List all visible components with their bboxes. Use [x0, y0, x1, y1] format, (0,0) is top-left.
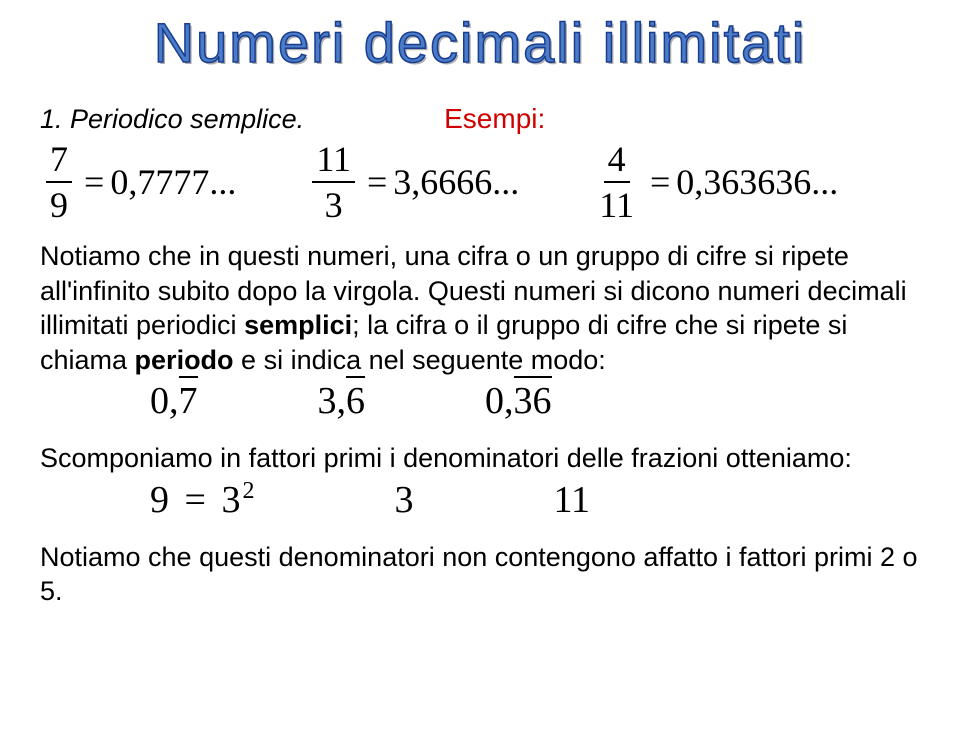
factor-1-base: 9 [150, 479, 169, 521]
notation-3-period: 36 [514, 379, 552, 423]
fraction-2-value: 3,6666... [393, 161, 519, 203]
title-word-1: Numeri [154, 11, 346, 74]
notation-3-prefix: 0, [485, 379, 514, 423]
factorization-2: 3 [394, 478, 413, 522]
fraction-3: 4 11 [595, 141, 638, 223]
notation-row: 0,7 3,6 0,36 [150, 379, 920, 423]
fraction-expr-1: 7 9 = 0,7777... [40, 141, 236, 223]
notation-3: 0,36 [485, 379, 552, 423]
notation-1-prefix: 0, [150, 379, 179, 423]
slide-page: Numeri decimali illimitati 1. Periodico … [0, 0, 960, 729]
para1-part5: e si indica nel seguente modo: [234, 345, 606, 375]
title-word-2: decimali [364, 11, 585, 74]
equals-icon: = [185, 479, 206, 521]
paragraph-2: Scomponiamo in fattori primi i denominat… [40, 441, 920, 476]
section-heading: 1. Periodico semplice. [40, 104, 304, 135]
fractions-row: 7 9 = 0,7777... 11 3 = 3,6666... 4 11 = … [40, 141, 920, 223]
factorization-3: 11 [553, 478, 590, 522]
fraction-1-num: 7 [46, 141, 72, 183]
factorization-row: 9 = 32 3 11 [150, 478, 920, 522]
section-heading-row: 1. Periodico semplice. Esempi: [40, 103, 920, 135]
page-title: Numeri decimali illimitati [40, 10, 920, 75]
equals-icon: = [650, 161, 670, 203]
notation-2: 3,6 [318, 379, 366, 423]
examples-label: Esempi: [444, 103, 545, 135]
fraction-1-value: 0,7777... [110, 161, 236, 203]
fraction-1: 7 9 [46, 141, 72, 223]
fraction-2-num: 11 [312, 141, 355, 183]
fraction-1-den: 9 [46, 183, 72, 223]
fraction-3-den: 11 [595, 183, 638, 223]
title-word-3: illimitati [603, 11, 807, 74]
paragraph-3: Notiamo che questi denominatori non cont… [40, 540, 920, 609]
notation-2-prefix: 3, [318, 379, 347, 423]
paragraph-1: Notiamo che in questi numeri, una cifra … [40, 239, 920, 377]
fraction-expr-3: 4 11 = 0,363636... [589, 141, 838, 223]
fraction-2-den: 3 [321, 183, 347, 223]
fraction-expr-2: 11 3 = 3,6666... [306, 141, 519, 223]
factor-1-exp: 2 [242, 478, 254, 504]
fraction-2: 11 3 [312, 141, 355, 223]
para1-bold-1: semplici [244, 310, 352, 340]
factorization-1: 9 = 32 [150, 478, 254, 522]
fraction-3-value: 0,363636... [676, 161, 838, 203]
equals-icon: = [367, 161, 387, 203]
equals-icon: = [84, 161, 104, 203]
factor-1-val: 3 [221, 479, 240, 521]
notation-1-period: 7 [179, 379, 198, 423]
para1-bold-2: periodo [135, 345, 234, 375]
notation-1: 0,7 [150, 379, 198, 423]
fraction-3-num: 4 [604, 141, 630, 183]
notation-2-period: 6 [346, 379, 365, 423]
